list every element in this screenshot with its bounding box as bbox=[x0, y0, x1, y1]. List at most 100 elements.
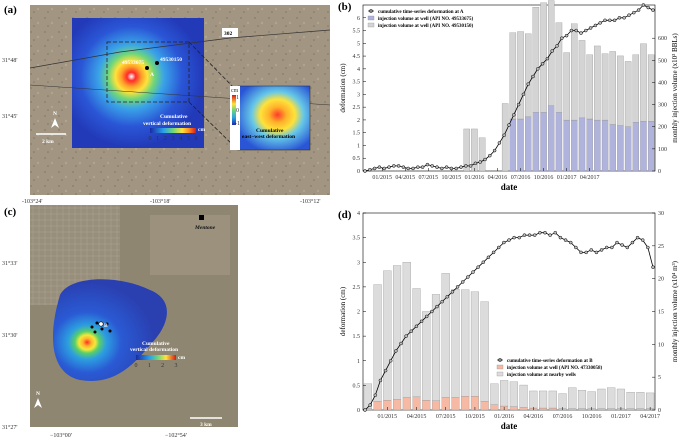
legend-label: injection volume at well (API NO. 473300… bbox=[507, 366, 602, 371]
ytick-left-label: 1 bbox=[357, 359, 360, 365]
deformation-point bbox=[404, 334, 408, 338]
deformation-point bbox=[424, 314, 429, 319]
deformation-point bbox=[507, 123, 511, 127]
bar-0 bbox=[540, 112, 547, 172]
colorbar-ticks-c: 0 1 2 3 bbox=[135, 363, 178, 369]
panel-a-map: (a) bbox=[2, 4, 331, 205]
deformation-point bbox=[444, 165, 449, 169]
legend-swatch bbox=[367, 22, 375, 28]
bar-1 bbox=[363, 383, 372, 409]
bar-1 bbox=[383, 270, 392, 401]
ytick-right-label: 5 bbox=[658, 375, 661, 381]
scale-label-c: 3 km bbox=[200, 422, 212, 428]
bar-1 bbox=[540, 2, 547, 113]
bar-1 bbox=[509, 381, 518, 407]
bar-0 bbox=[451, 397, 460, 411]
well-marker-2 bbox=[155, 61, 159, 65]
well-label-2: 49530150 bbox=[160, 57, 182, 63]
bar-0 bbox=[490, 404, 499, 411]
town-marker bbox=[199, 215, 204, 220]
deformation-point bbox=[445, 294, 450, 299]
ytick-left-label: 6 bbox=[357, 16, 360, 22]
colorbar-tick: 2 bbox=[164, 136, 167, 142]
deformation-point bbox=[460, 280, 465, 284]
deformation-point bbox=[411, 166, 415, 171]
bar-1 bbox=[501, 103, 509, 172]
deformation-point bbox=[488, 153, 492, 158]
bar-1 bbox=[509, 32, 517, 120]
xtick-label: 04/2015 bbox=[395, 175, 415, 181]
xtick-label: 07/2015 bbox=[436, 414, 456, 420]
colorbar-unit-c: cm bbox=[178, 355, 185, 361]
ytick-left-label: 0.5 bbox=[353, 156, 361, 162]
ytick-left-label: 0 bbox=[357, 169, 360, 175]
deformation-point bbox=[363, 408, 367, 412]
colorbar-tick: 0 bbox=[149, 136, 152, 142]
deformation-point bbox=[435, 165, 439, 169]
legend-label: injection volume at nearby wells bbox=[507, 373, 576, 378]
ytick-right-label: 30 bbox=[658, 211, 664, 217]
deformation-point bbox=[625, 245, 630, 250]
deformation-point bbox=[466, 275, 470, 279]
ytick-left-label: 2.5 bbox=[353, 105, 361, 111]
deformation-point bbox=[449, 166, 454, 171]
ytick-right-label: 0 bbox=[658, 408, 661, 414]
xtick-label: 01/2015 bbox=[372, 175, 392, 181]
deformation-point bbox=[553, 230, 558, 235]
y-axis-right-label: monthly injection volume (x10³ BBLs) bbox=[671, 33, 679, 143]
deformation-point bbox=[526, 82, 530, 86]
bar-1 bbox=[624, 61, 632, 127]
bar-0 bbox=[609, 124, 616, 172]
ytick-left-label: 2 bbox=[357, 310, 360, 316]
ytick-left-label: 0 bbox=[357, 408, 360, 414]
deformation-point bbox=[588, 26, 593, 30]
ytick-left-label: 1.5 bbox=[353, 334, 361, 340]
deformation-point bbox=[574, 245, 578, 250]
bar-1 bbox=[594, 45, 601, 121]
lat-tick-0: 31°48' bbox=[2, 57, 17, 64]
xtick-label: 10/2015 bbox=[465, 414, 485, 420]
lat-tick-1: 31°45' bbox=[2, 113, 17, 120]
lon-tick-1: -103°18' bbox=[150, 198, 170, 205]
bar-0 bbox=[509, 118, 517, 172]
deformation-point bbox=[454, 166, 458, 171]
bar-1 bbox=[431, 294, 441, 401]
ytick-left-label: 2.5 bbox=[353, 285, 361, 291]
deformation-point bbox=[468, 164, 473, 168]
deformation-point bbox=[483, 157, 487, 162]
deformation-point bbox=[646, 245, 650, 250]
deformation-point bbox=[579, 250, 583, 255]
xtick-label: 01/2016 bbox=[494, 414, 514, 420]
deformation-point bbox=[622, 16, 626, 20]
bar-1 bbox=[524, 33, 532, 117]
bar-0 bbox=[519, 407, 528, 411]
colorbar-tick: 3 bbox=[172, 136, 175, 142]
bar-0 bbox=[607, 408, 616, 411]
lon-tick-2: -103°12' bbox=[300, 198, 320, 205]
bar-1 bbox=[529, 390, 538, 409]
ew-tick-low: -1 bbox=[235, 121, 240, 127]
legend-label: injection volume at well (API NO. 495301… bbox=[378, 24, 473, 29]
deformation-point bbox=[420, 165, 425, 169]
deformation-point bbox=[594, 250, 599, 255]
bar-0 bbox=[548, 105, 555, 172]
deformation-point bbox=[502, 240, 506, 245]
bar-0 bbox=[617, 125, 624, 172]
bar-1 bbox=[609, 51, 616, 125]
deformation-point bbox=[517, 235, 522, 240]
deformation-point bbox=[497, 141, 502, 145]
colorbar-tick: 4 bbox=[179, 136, 182, 142]
deformation-point bbox=[507, 238, 511, 242]
deformation-point bbox=[450, 290, 455, 294]
ew-tick-top: 1 bbox=[236, 95, 239, 101]
ytick-right-label: 0 bbox=[658, 169, 661, 175]
deformation-point bbox=[593, 23, 598, 28]
inset-title: Cumulative east−west deformation bbox=[242, 128, 295, 140]
well-label-1: 49533675 bbox=[122, 60, 144, 66]
panel-d-chart: (d) 0 0.5 1 1.5 2 2.5 3 3.5 4 0 5 10 15 20 25 30 01/2015 0… bbox=[338, 209, 679, 431]
deformation-point bbox=[378, 378, 383, 383]
xtick-label: 07/2015 bbox=[418, 175, 438, 181]
bar-0 bbox=[640, 121, 647, 172]
deformation-point bbox=[640, 238, 645, 242]
bar-1 bbox=[470, 291, 479, 397]
